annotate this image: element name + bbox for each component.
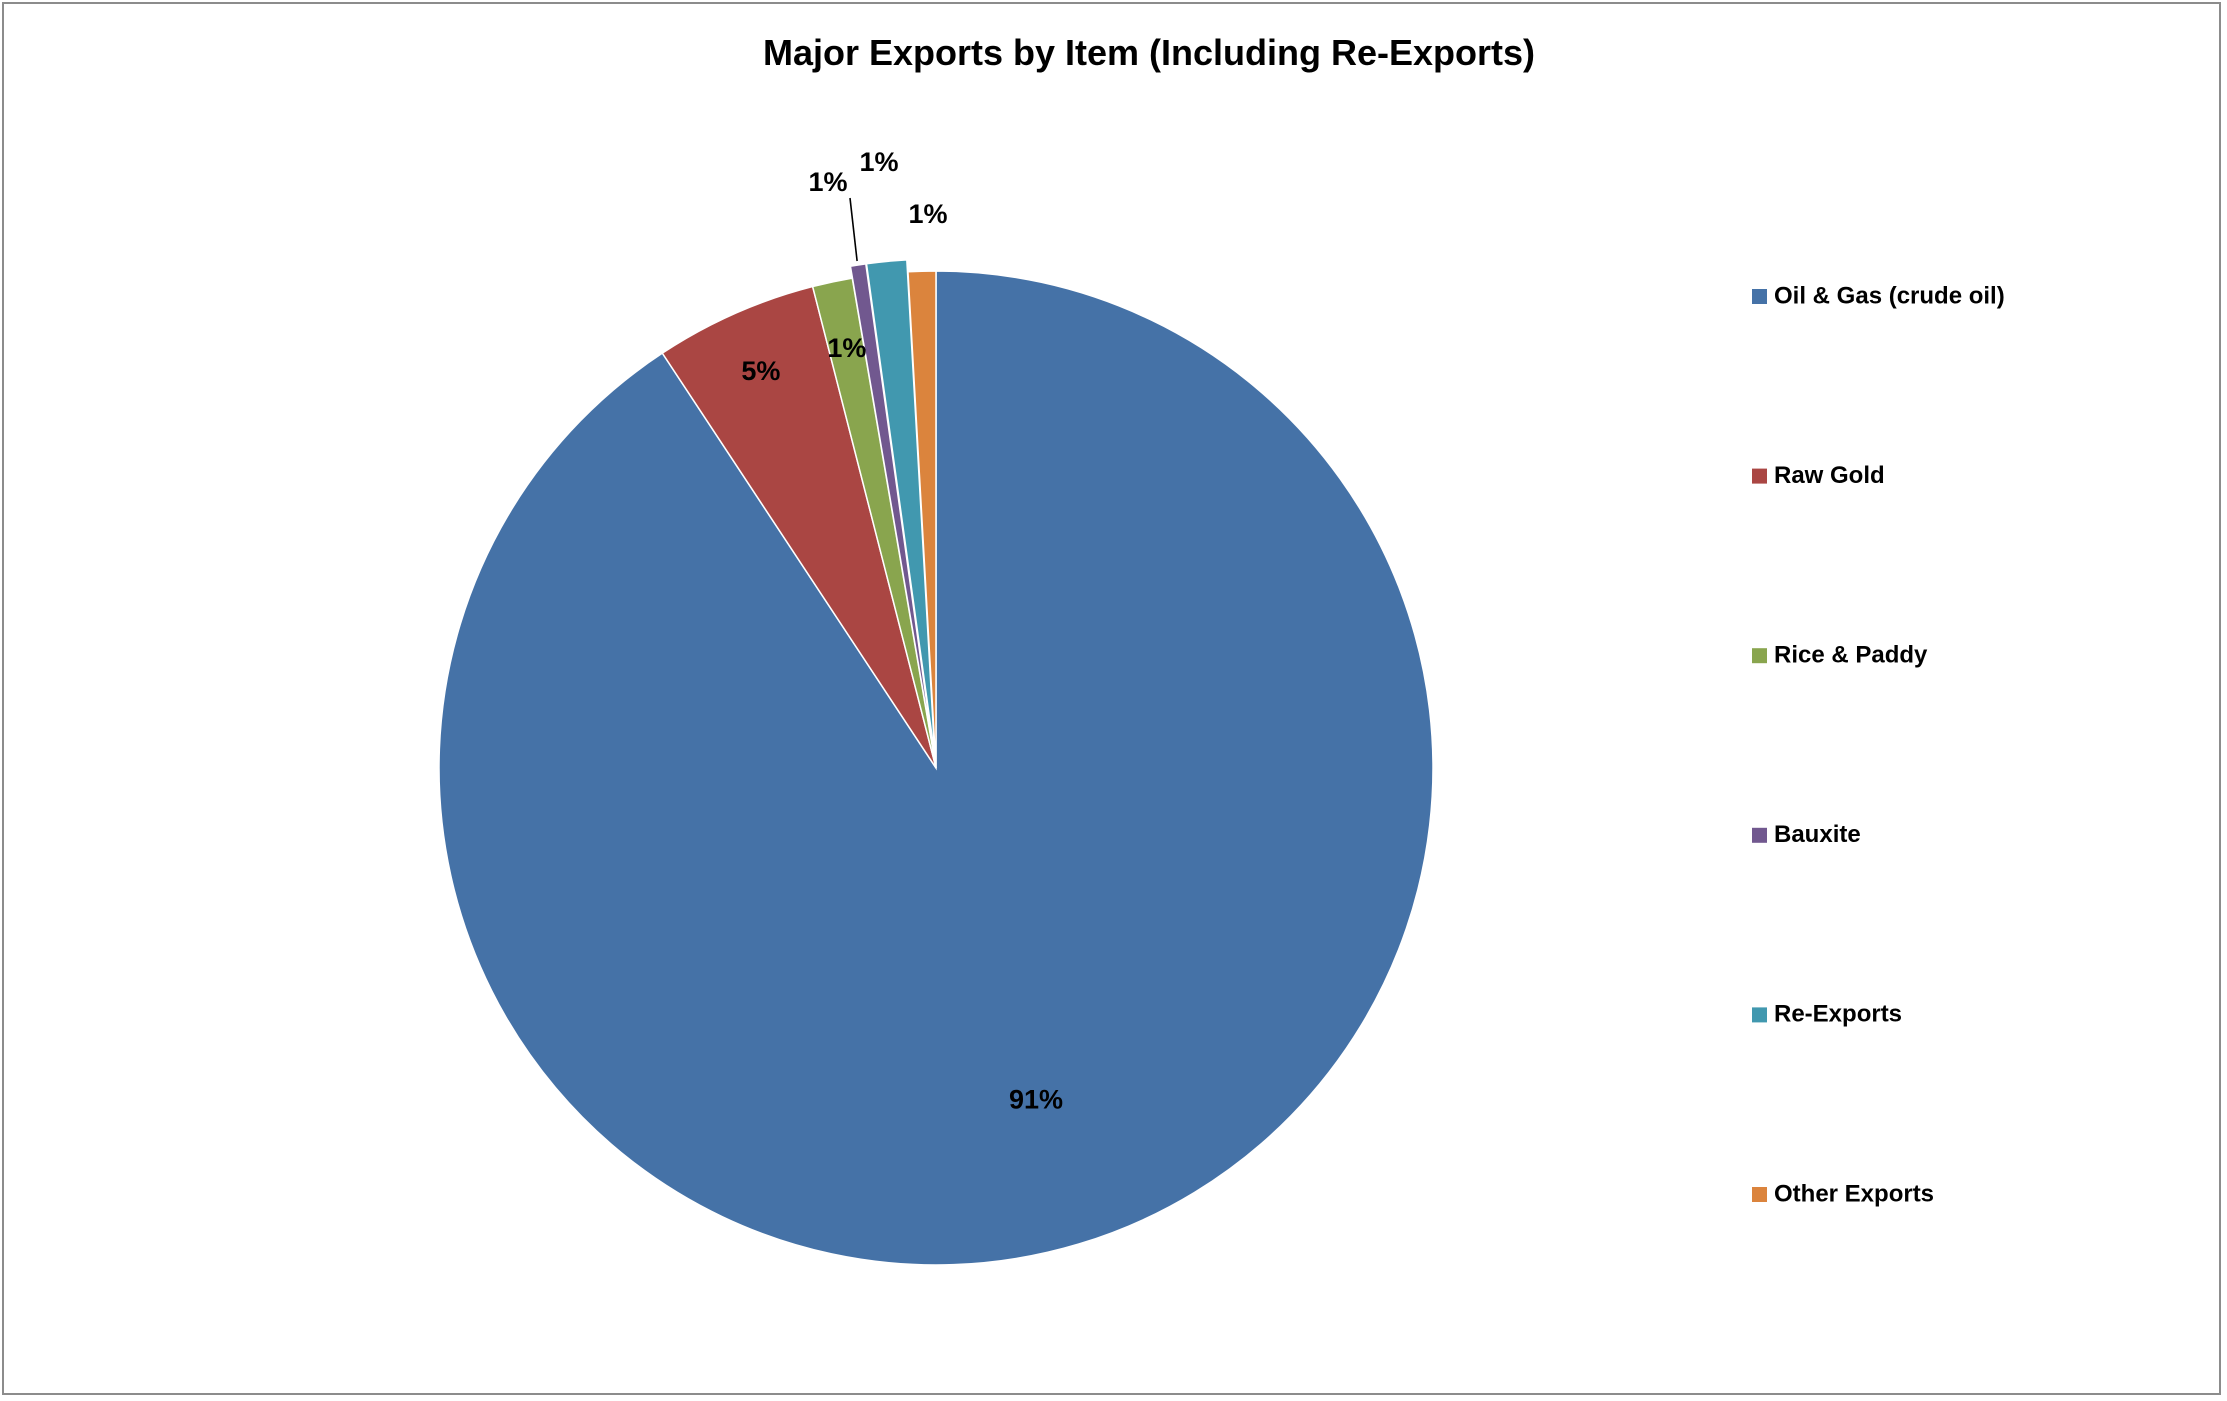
legend-label-bauxite: Bauxite bbox=[1774, 821, 1861, 848]
legend-label-other-exports: Other Exports bbox=[1774, 1180, 1934, 1207]
legend-item-oil-gas-crude-oil: Oil & Gas (crude oil) bbox=[1752, 282, 2005, 309]
legend-label-rice-paddy: Rice & Paddy bbox=[1774, 642, 1928, 669]
data-labels: 91% 5% 1% 1% 1% 1% bbox=[741, 147, 1063, 1114]
legend-label-raw-gold: Raw Gold bbox=[1774, 462, 1885, 489]
data-label-other-exports: 1% bbox=[908, 199, 947, 229]
legend: Oil & Gas (crude oil) Raw Gold Rice & Padd… bbox=[1752, 282, 2005, 1207]
data-label-bauxite: 1% bbox=[808, 167, 847, 197]
data-label-raw-gold: 5% bbox=[741, 356, 780, 386]
leader-line-bauxite bbox=[849, 197, 858, 262]
legend-swatch-rice-paddy bbox=[1752, 648, 1767, 664]
legend-label-re-exports: Re-Exports bbox=[1774, 1001, 1902, 1028]
legend-swatch-raw-gold bbox=[1752, 468, 1767, 484]
data-label-oil-gas-crude-oil: 91% bbox=[1009, 1084, 1063, 1114]
pie-slice-other-exports bbox=[907, 270, 937, 769]
leader-lines bbox=[849, 197, 858, 262]
legend-item-rice-paddy: Rice & Paddy bbox=[1752, 642, 1928, 669]
legend-item-other-exports: Other Exports bbox=[1752, 1180, 1934, 1207]
legend-item-raw-gold: Raw Gold bbox=[1752, 462, 1885, 489]
legend-swatch-oil-gas-crude-oil bbox=[1752, 289, 1767, 304]
chart-title: Major Exports by Item (Including Re-Expo… bbox=[763, 32, 1535, 73]
legend-swatch-bauxite bbox=[1752, 827, 1767, 843]
pie-slice-raw-gold bbox=[661, 285, 937, 769]
legend-swatch-other-exports bbox=[1752, 1187, 1767, 1202]
legend-swatch-re-exports bbox=[1752, 1007, 1767, 1023]
pie-slices bbox=[438, 259, 1434, 1266]
legend-item-re-exports: Re-Exports bbox=[1752, 1001, 1902, 1028]
data-label-re-exports: 1% bbox=[859, 147, 898, 177]
legend-label-oil-gas-crude-oil: Oil & Gas (crude oil) bbox=[1774, 282, 2005, 309]
pie-slice-re-exports bbox=[865, 259, 936, 757]
data-label-rice-paddy: 1% bbox=[827, 333, 866, 363]
legend-item-bauxite: Bauxite bbox=[1752, 821, 1861, 848]
